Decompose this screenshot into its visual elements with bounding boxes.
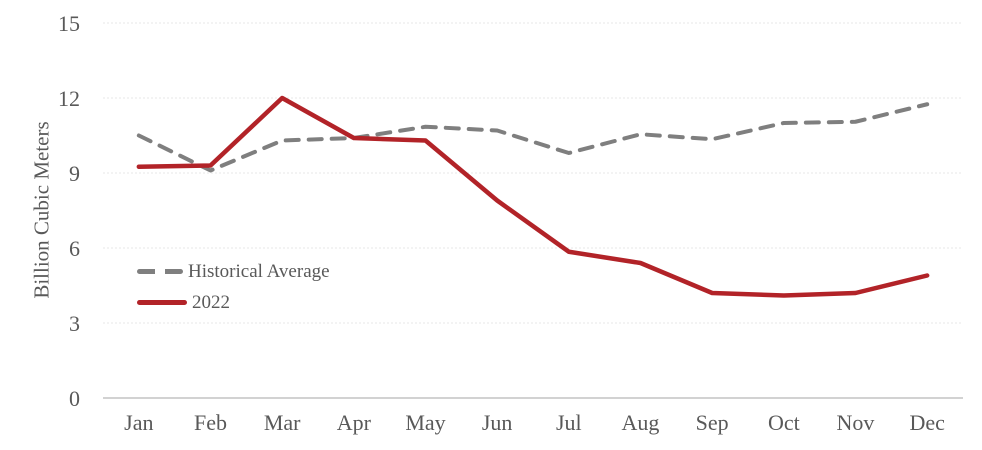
- y-tick-label: 15: [58, 11, 80, 36]
- legend-swatch-solid-line: [137, 300, 187, 305]
- y-axis-title: Billion Cubic Meters: [29, 121, 54, 299]
- legend: Historical Average 2022: [137, 256, 330, 318]
- x-tick-label: Mar: [264, 410, 301, 435]
- y-tick-label: 12: [58, 86, 80, 111]
- x-tick-label: Jul: [556, 410, 582, 435]
- x-tick-label: Jan: [124, 410, 153, 435]
- x-tick-label: Sep: [696, 410, 729, 435]
- x-tick-label: Apr: [337, 410, 372, 435]
- y-tick-label: 9: [69, 161, 80, 186]
- legend-item-historical-average: Historical Average: [137, 256, 330, 287]
- x-tick-label: Oct: [768, 410, 800, 435]
- x-tick-label: Jun: [482, 410, 513, 435]
- y-tick-label: 6: [69, 236, 80, 261]
- x-tick-label: Dec: [909, 410, 945, 435]
- series-line-historical-average: [136, 102, 930, 173]
- legend-swatch-dashed-line: [137, 269, 183, 274]
- legend-label-2022: 2022: [192, 292, 230, 313]
- x-tick-label: May: [405, 410, 445, 435]
- x-tick-label: Feb: [194, 410, 227, 435]
- series-line-2022: [136, 95, 930, 298]
- legend-item-2022: 2022: [137, 287, 330, 318]
- legend-label-historical-average: Historical Average: [188, 261, 330, 282]
- x-tick-label: Nov: [837, 410, 875, 435]
- y-tick-label: 3: [69, 311, 80, 336]
- y-tick-label: 0: [69, 386, 80, 411]
- x-tick-label: Aug: [622, 410, 660, 435]
